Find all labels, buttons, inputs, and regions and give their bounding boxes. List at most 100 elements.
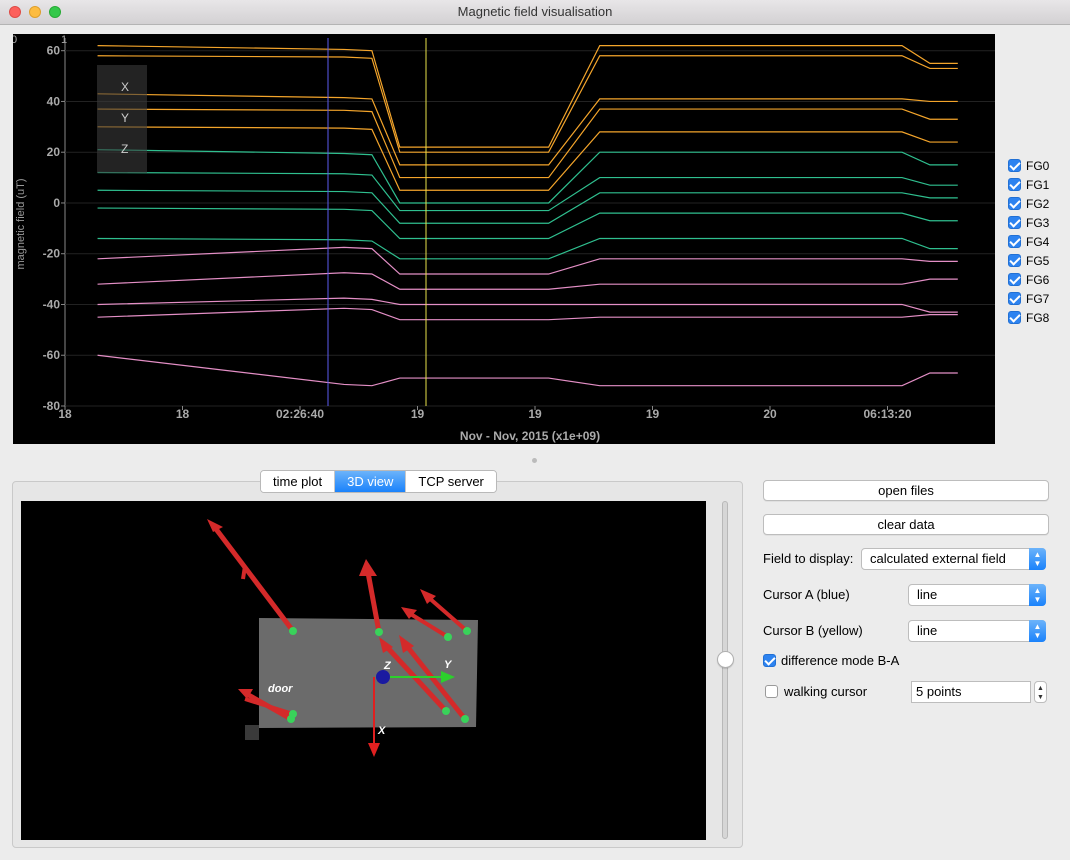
field-arrow [404,643,467,721]
legend-label: FG0 [1026,158,1050,173]
y-tick-label: -40 [43,297,61,311]
arrow-head-icon [207,519,223,532]
y-tick-label: 40 [47,94,61,108]
walking-cursor-option[interactable]: walking cursor [763,684,867,699]
sensor-point [289,627,297,635]
walking-cursor-checkbox[interactable] [765,685,778,698]
series-line [97,272,958,290]
legend-fg3[interactable]: FG3 [1008,213,1049,232]
field-arrows [207,519,469,722]
fg4-checkbox[interactable] [1008,235,1021,248]
cursor-b-select[interactable]: line ▲ ▼ [908,620,1046,642]
cursor-b-label: Cursor B (yellow) [763,623,863,638]
maximize-window-button[interactable] [49,6,61,18]
fg3-checkbox[interactable] [1008,216,1021,229]
arrow-head-icon [238,689,253,699]
panel-splitter[interactable] [0,458,1070,464]
walking-points-input[interactable]: 5 points [911,681,1031,703]
fg1-checkbox[interactable] [1008,178,1021,191]
room-floor [259,618,478,728]
legend-label: FG5 [1026,253,1050,268]
field-to-display-label: Field to display: [763,551,854,566]
fg8-checkbox[interactable] [1008,311,1021,324]
fg5-checkbox[interactable] [1008,254,1021,267]
difference-mode-label: difference mode B-A [781,653,900,668]
series-line [97,149,958,204]
close-window-button[interactable] [9,6,21,18]
sensor-point [289,710,297,718]
fg7-checkbox[interactable] [1008,292,1021,305]
z-axis-origin-icon [376,670,390,684]
field-arrow [407,611,450,639]
zoom-slider-handle[interactable] [717,651,734,668]
door-block [245,725,259,740]
legend-fg8[interactable]: FG8 [1008,308,1049,327]
walking-cursor-label: walking cursor [784,684,868,699]
y-axis-label: magnetic field (uT) [15,178,27,269]
legend-fg5[interactable]: FG5 [1008,251,1049,270]
series-line [97,207,958,240]
series-line [97,297,958,313]
chevron-updown-icon: ▲ ▼ [1029,548,1046,570]
x-tick-label: 19 [646,407,660,421]
legend-fg0[interactable]: FG0 [1008,156,1049,175]
corner-label-0: 0 [13,34,17,46]
series-line [97,45,958,148]
3d-scene[interactable]: door Y X Z [21,501,706,840]
legend-label: FG8 [1026,310,1050,325]
difference-mode-option[interactable]: difference mode B-A [763,653,899,668]
open-files-button[interactable]: open files [763,480,1049,501]
tab-tcp-server[interactable]: TCP server [406,471,496,492]
clear-data-button[interactable]: clear data [763,514,1049,535]
field-arrow [244,697,294,716]
y-tick-label: -60 [43,348,61,362]
difference-mode-checkbox[interactable] [763,654,776,667]
field-arrow [384,644,448,713]
axis-inset-label: Z [121,142,128,156]
field-arrow [364,566,382,633]
cursor-a-select[interactable]: line ▲ ▼ [908,584,1046,606]
series-line [97,93,958,166]
y-axis-3d-label: Y [444,659,453,671]
arrow-head-icon [359,559,377,576]
zoom-slider-track[interactable] [722,501,728,839]
3d-view-canvas[interactable]: door Y X Z [21,501,706,840]
view-tabs: time plot 3D view TCP server [260,470,497,493]
field-arrow [241,565,247,580]
tab-time-plot[interactable]: time plot [261,471,336,492]
y-tick-label: 0 [53,196,60,210]
field-to-display-select[interactable]: calculated external field ▲ ▼ [861,548,1046,570]
cursor-a-value: line [917,587,938,602]
time-plot-canvas[interactable]: 0 1 magnetic field (uT) Nov - Nov, 2015 … [13,34,995,444]
arrow-head-icon [379,637,393,653]
x-tick-label: 20 [763,407,777,421]
legend-fg7[interactable]: FG7 [1008,289,1049,308]
legend-fg2[interactable]: FG2 [1008,194,1049,213]
fg2-checkbox[interactable] [1008,197,1021,210]
minimize-window-button[interactable] [29,6,41,18]
chevron-updown-icon: ▲ ▼ [1029,620,1046,642]
legend-fg6[interactable]: FG6 [1008,270,1049,289]
series-line [97,126,958,191]
fg0-checkbox[interactable] [1008,159,1021,172]
series-line [97,237,958,260]
series-line [97,171,958,212]
fg6-checkbox[interactable] [1008,273,1021,286]
legend-label: FG6 [1026,272,1050,287]
legend-fg1[interactable]: FG1 [1008,175,1049,194]
legend-label: FG4 [1026,234,1050,249]
y-tick-label: 20 [47,145,61,159]
tab-3d-view[interactable]: 3D view [335,471,407,492]
time-plot[interactable]: 0 1 magnetic field (uT) Nov - Nov, 2015 … [13,34,995,444]
sensor-point [461,715,469,723]
series-line [97,189,958,224]
coordinate-axes: Y X Z [368,659,455,757]
x-tick-label: 02:26:40 [276,407,324,421]
field-to-display-value: calculated external field [870,551,1006,566]
y-tick-label: -80 [43,399,61,413]
legend-label: FG7 [1026,291,1050,306]
field-arrow [426,595,469,633]
legend-fg4[interactable]: FG4 [1008,232,1049,251]
chevron-updown-icon: ▲ ▼ [1029,584,1046,606]
walking-points-stepper[interactable]: ▲ ▼ [1034,681,1047,703]
